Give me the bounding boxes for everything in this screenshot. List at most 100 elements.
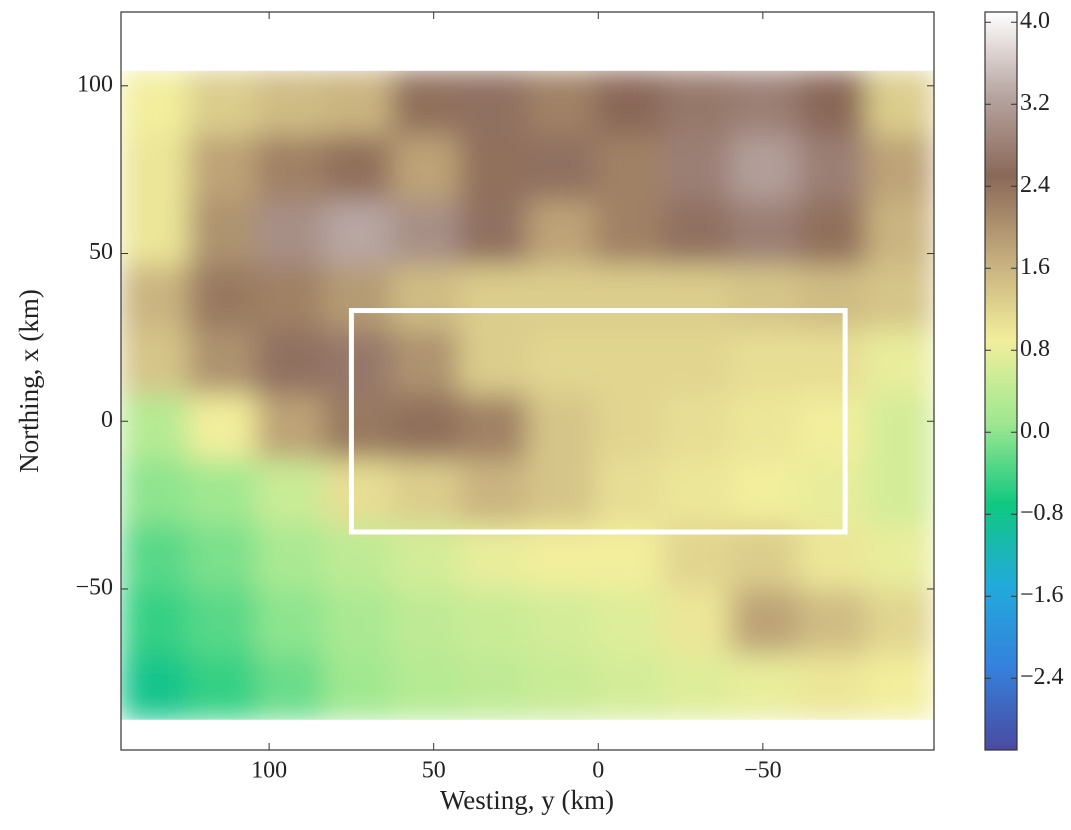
heatmap-cell [459,524,528,591]
heatmap-cell [459,654,528,720]
heatmap-cell [459,135,528,202]
y-tick-label: 100 [77,71,113,97]
heatmap-cell [391,459,461,526]
heatmap-cell [730,654,799,720]
heatmap-cell [730,70,799,137]
colorbar-tick-label: 4.0 [1020,8,1050,34]
heatmap-cell [662,70,732,137]
heatmap-cell [662,329,732,396]
heatmap-cell [527,200,596,266]
heatmap-cell [865,264,934,331]
heatmap-cell [527,70,596,137]
heatmap-cell [391,329,461,396]
x-axis-label: Westing, y (km) [440,785,614,815]
heatmap-cell [798,524,867,591]
heatmap-cell [865,459,934,526]
heatmap-cell [594,459,664,526]
heatmap-cell [121,394,190,461]
heatmap-cell [865,589,934,656]
heatmap-cell [391,70,461,137]
heatmap-cell [459,459,528,526]
heatmap-cell [459,589,528,656]
heatmap-cell [391,135,461,202]
colorbar-tick-label: −1.6 [1020,582,1064,608]
heatmap-cell [121,200,190,266]
colorbar-tick-label: 0.8 [1020,336,1050,362]
heatmap-cell [323,524,393,591]
heatmap-cell [391,200,461,266]
heatmap-cell [865,329,934,396]
x-tick-label: 50 [422,758,446,784]
heatmap-cell [865,394,934,461]
heatmap-cell [662,135,732,202]
heatmap-cell [594,589,664,656]
heatmap-cell [323,264,393,331]
heatmap-cell [459,70,528,137]
heatmap-cell [188,200,257,266]
heatmap-cell [121,654,190,720]
y-tick-label: 50 [89,239,113,265]
heatmap-cell [865,654,934,720]
heatmap-cell [594,70,664,137]
heatmap [121,70,934,720]
x-tick-label: 100 [251,758,287,784]
heatmap-cell [121,264,190,331]
heatmap-cell [527,135,596,202]
heatmap-cell [323,394,393,461]
heatmap-cell [594,329,664,396]
heatmap-cell [527,329,596,396]
heatmap-cell [256,200,325,266]
y-tick-label: 0 [101,407,113,433]
highlight-box [348,308,848,535]
heatmap-cell [527,654,596,720]
heatmap-cell [256,524,325,591]
heatmap-cell [730,264,799,331]
heatmap-cell [662,524,732,591]
heatmap-cell [662,394,732,461]
x-tick-label: −50 [744,758,782,784]
plot-frame [120,11,935,751]
heatmap-cell [594,264,664,331]
colorbar [984,11,1018,751]
colorbar-tick-label: −0.8 [1020,500,1064,526]
heatmap-cell [391,394,461,461]
heatmap-cell [798,135,867,202]
heatmap-cell [121,524,190,591]
heatmap-cell [798,654,867,720]
heatmap-cell [188,524,257,591]
heatmap-cell [798,459,867,526]
heatmap-cell [865,524,934,591]
heatmap-cell [459,200,528,266]
heatmap-cell [256,264,325,331]
heatmap-cell [865,70,934,137]
heatmap-cell [662,654,732,720]
heatmap-cell [798,589,867,656]
colorbar-tick-label: 3.2 [1020,90,1050,116]
heatmap-cell [256,135,325,202]
colorbar-tick-label: 0.0 [1020,418,1050,444]
heatmap-cell [594,200,664,266]
heatmap-cell [527,524,596,591]
heatmap-cell [730,459,799,526]
heatmap-cell [730,394,799,461]
heatmap-cell [865,200,934,266]
colorbar-tick-label: 2.4 [1020,172,1050,198]
heatmap-cell [121,135,190,202]
heatmap-cell [323,135,393,202]
heatmap-cell [662,200,732,266]
heatmap-cell [730,200,799,266]
heatmap-cell [594,524,664,591]
heatmap-cell [256,654,325,720]
heatmap-cell [459,394,528,461]
heatmap-cell [527,589,596,656]
x-tick-label: 0 [592,758,604,784]
heatmap-cell [527,394,596,461]
heatmap-cell [391,589,461,656]
heatmap-cell [323,200,393,266]
heatmap-cell [594,135,664,202]
heatmap-cell [459,264,528,331]
heatmap-cell [730,329,799,396]
axes: 100 50 0 −50 100 50 0 −50 4.0 3.2 2.4 1.6 0.8 0.0 −0.8… [75,8,1063,784]
